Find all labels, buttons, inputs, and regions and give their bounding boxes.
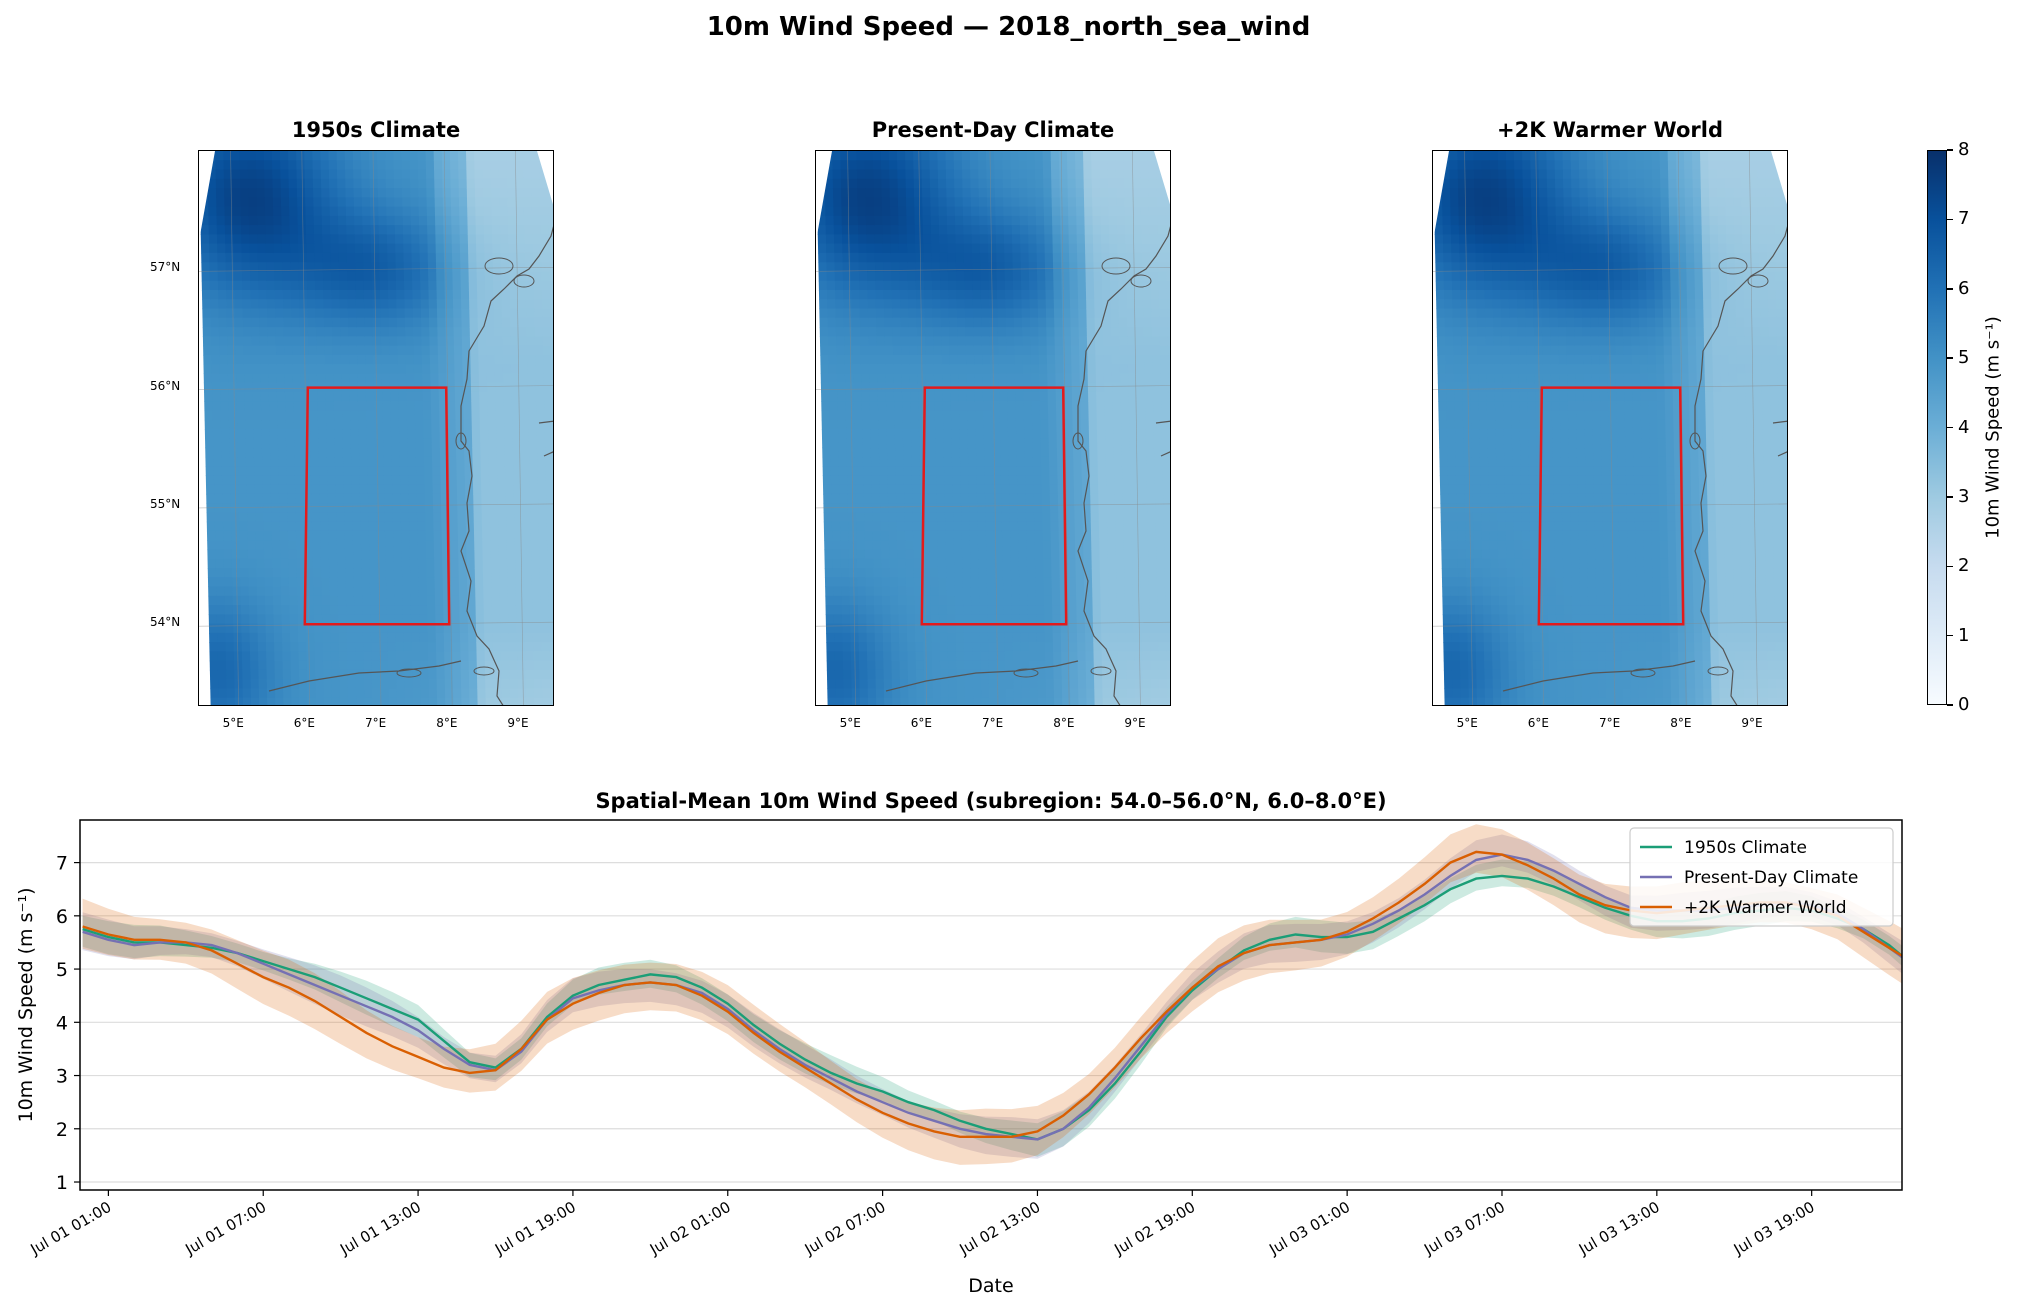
lon-tick-label: 5°E [839, 716, 861, 730]
colorbar-tick-label: 8 [1958, 139, 1970, 160]
chart-title: Spatial-Mean 10m Wind Speed (subregion: … [595, 789, 1386, 813]
subregion-box [920, 386, 1068, 626]
y-tick-label: 1 [56, 1172, 68, 1194]
lon-tick-label: 9°E [507, 716, 529, 730]
y-axis-label: 10m Wind Speed (m s⁻¹) [15, 887, 37, 1122]
x-tick-label: Jul 03 13:00 [1575, 1198, 1663, 1259]
x-tick-label: Jul 02 07:00 [801, 1198, 889, 1259]
lat-tick-label: 54°N [150, 615, 181, 630]
colorbar-tick [1947, 218, 1953, 221]
lon-tick-label: 7°E [1599, 716, 1621, 730]
colorbar-tick [1947, 149, 1953, 151]
wind-map [198, 150, 554, 706]
colorbar-tick [1947, 426, 1953, 429]
y-tick-label: 2 [56, 1119, 68, 1141]
x-tick-label: Jul 02 13:00 [956, 1198, 1044, 1259]
lon-tick-label: 7°E [365, 716, 387, 730]
series-line [82, 874, 1902, 1141]
y-tick-label: 4 [56, 1012, 68, 1034]
lat-tick-label: 56°N [150, 378, 181, 393]
lon-tick-label: 8°E [436, 716, 458, 730]
lon-tick-label: 8°E [1670, 716, 1692, 730]
colorbar [1927, 150, 1947, 705]
wind-map [815, 150, 1171, 706]
legend-entry: 1950s Climate [1684, 838, 1807, 858]
lon-tick-label: 5°E [222, 716, 244, 730]
y-tick-label: 5 [56, 959, 68, 981]
colorbar-tick-label: 6 [1958, 277, 1970, 299]
lon-tick-label: 6°E [1527, 716, 1550, 730]
lon-tick-label: 7°E [982, 716, 1004, 730]
colorbar-tick-label: 1 [1958, 624, 1970, 646]
lon-tick-label: 6°E [293, 716, 316, 730]
colorbar-tick [1947, 634, 1953, 637]
x-tick-label: Jul 01 07:00 [181, 1198, 269, 1259]
lon-tick-label: 6°E [910, 716, 933, 730]
legend-entry: Present-Day Climate [1684, 868, 1858, 888]
x-axis-label: Date [968, 1275, 1013, 1297]
colorbar-tick [1947, 288, 1953, 290]
y-tick-label: 3 [56, 1066, 68, 1088]
colorbar-tick-label: 2 [1958, 555, 1970, 577]
x-tick-label: Jul 03 07:00 [1420, 1198, 1508, 1259]
series-line [82, 853, 1902, 1141]
legend-entry: +2K Warmer World [1684, 898, 1847, 918]
map-title: Present-Day Climate [871, 118, 1115, 142]
lon-tick-label: 5°E [1456, 716, 1478, 730]
figure-title: 10m Wind Speed — 2018_north_sea_wind [706, 12, 1311, 42]
colorbar-tick-label: 4 [1958, 416, 1970, 438]
colorbar-tick [1947, 496, 1953, 498]
colorbar-tick [1947, 565, 1953, 567]
colorbar-tick-label: 5 [1958, 347, 1970, 369]
colorbar-tick-label: 7 [1958, 208, 1970, 230]
x-tick-label: Jul 02 01:00 [646, 1198, 734, 1259]
x-tick-label: Jul 01 19:00 [491, 1198, 579, 1259]
colorbar-tick [1947, 357, 1953, 359]
lat-tick-label: 55°N [150, 496, 181, 511]
x-tick-label: Jul 03 19:00 [1730, 1198, 1818, 1259]
lon-tick-label: 9°E [1124, 716, 1146, 730]
colorbar-tick-label: 3 [1958, 485, 1970, 507]
wind-map [1432, 150, 1788, 706]
x-tick-label: Jul 03 01:00 [1265, 1198, 1353, 1259]
lon-tick-label: 8°E [1053, 716, 1075, 730]
subregion-box [303, 386, 451, 626]
map-title: 1950s Climate [291, 118, 461, 142]
lat-tick-label: 57°N [150, 260, 181, 275]
legend: 1950s Climate Present-Day Climate +2K Warm… [1629, 827, 1894, 927]
colorbar-tick [1947, 704, 1953, 706]
map-title: +2K Warmer World [1497, 118, 1723, 142]
y-tick-label: 6 [56, 906, 68, 928]
lon-tick-label: 9°E [1741, 716, 1763, 730]
subregion-box [1537, 386, 1685, 626]
x-tick-label: Jul 01 01:00 [27, 1198, 115, 1259]
series-line [82, 850, 1902, 1139]
colorbar-tick-label: 0 [1958, 694, 1970, 715]
y-tick-label: 7 [56, 853, 68, 875]
x-tick-label: Jul 02 19:00 [1111, 1198, 1199, 1259]
x-tick-label: Jul 01 13:00 [336, 1198, 424, 1259]
